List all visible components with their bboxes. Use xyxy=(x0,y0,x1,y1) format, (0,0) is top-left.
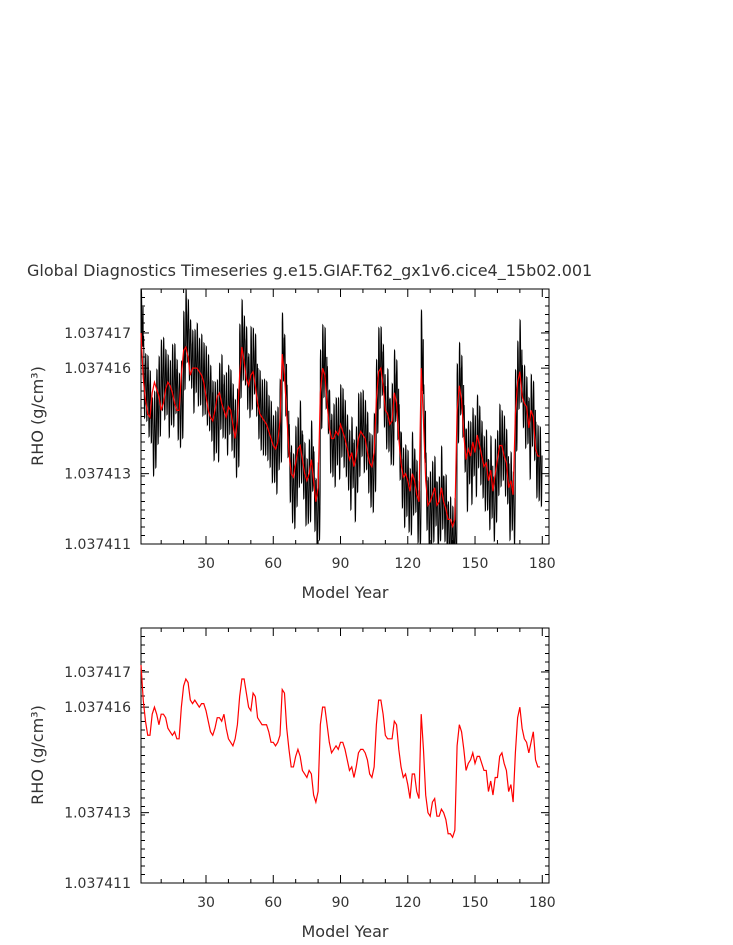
bottom-x-axis-label: Model Year xyxy=(302,922,389,941)
top-x-tick-label: 30 xyxy=(197,556,215,572)
top-x-tick-label: 90 xyxy=(332,556,350,572)
bottom-series-group xyxy=(140,664,541,839)
bottom-x-tick-label: 30 xyxy=(197,895,215,911)
bottom-x-tick-label: 180 xyxy=(529,895,556,911)
bottom-y-tick-label: 1.037413 xyxy=(64,806,131,822)
bottom-y-ticks: 1.037411 1.037413 1.037416 1.037417 xyxy=(64,627,549,892)
top-y-ticks: 1.037411 1.037413 1.037416 1.037417 xyxy=(64,288,549,553)
chart-title: Global Diagnostics Timeseries g.e15.GIAF… xyxy=(27,261,592,281)
bottom-x-tick-label: 60 xyxy=(264,895,282,911)
bottom-plot-frame xyxy=(140,627,550,884)
top-y-tick-label: 1.037417 xyxy=(64,326,131,342)
top-x-axis-label: Model Year xyxy=(302,583,389,602)
top-x-tick-label: 60 xyxy=(264,556,282,572)
top-annual-mean-line xyxy=(140,332,541,529)
bottom-x-tick-label: 150 xyxy=(462,895,489,911)
bottom-y-tick-label: 1.037411 xyxy=(64,876,131,892)
bottom-y-axis-label: RHO (g/cm³) xyxy=(28,705,47,805)
top-x-tick-label: 120 xyxy=(394,556,421,572)
top-x-tick-label: 150 xyxy=(462,556,489,572)
top-series-group xyxy=(140,288,543,545)
bottom-annual-mean-line xyxy=(140,664,541,839)
top-panel: 30 60 90 120 150 180 1.037411 1.037413 1.037416… xyxy=(28,288,556,602)
bottom-x-ticks: 30 60 90 120 150 180 xyxy=(160,628,556,911)
bottom-panel: 30 60 90 120 150 180 1.037411 1.037413 1.037416… xyxy=(28,627,556,941)
top-x-tick-label: 180 xyxy=(529,556,556,572)
bottom-x-tick-label: 90 xyxy=(332,895,350,911)
top-y-tick-label: 1.037413 xyxy=(64,467,131,483)
top-monthly-series-line xyxy=(140,288,543,545)
bottom-x-tick-label: 120 xyxy=(394,895,421,911)
bottom-y-tick-label: 1.037417 xyxy=(64,665,131,681)
top-x-ticks: 30 60 90 120 150 180 xyxy=(160,289,556,572)
top-y-tick-label: 1.037411 xyxy=(64,537,131,553)
bottom-y-tick-label: 1.037416 xyxy=(64,700,131,716)
top-y-axis-label: RHO (g/cm³) xyxy=(28,366,47,466)
top-y-tick-label: 1.037416 xyxy=(64,361,131,377)
